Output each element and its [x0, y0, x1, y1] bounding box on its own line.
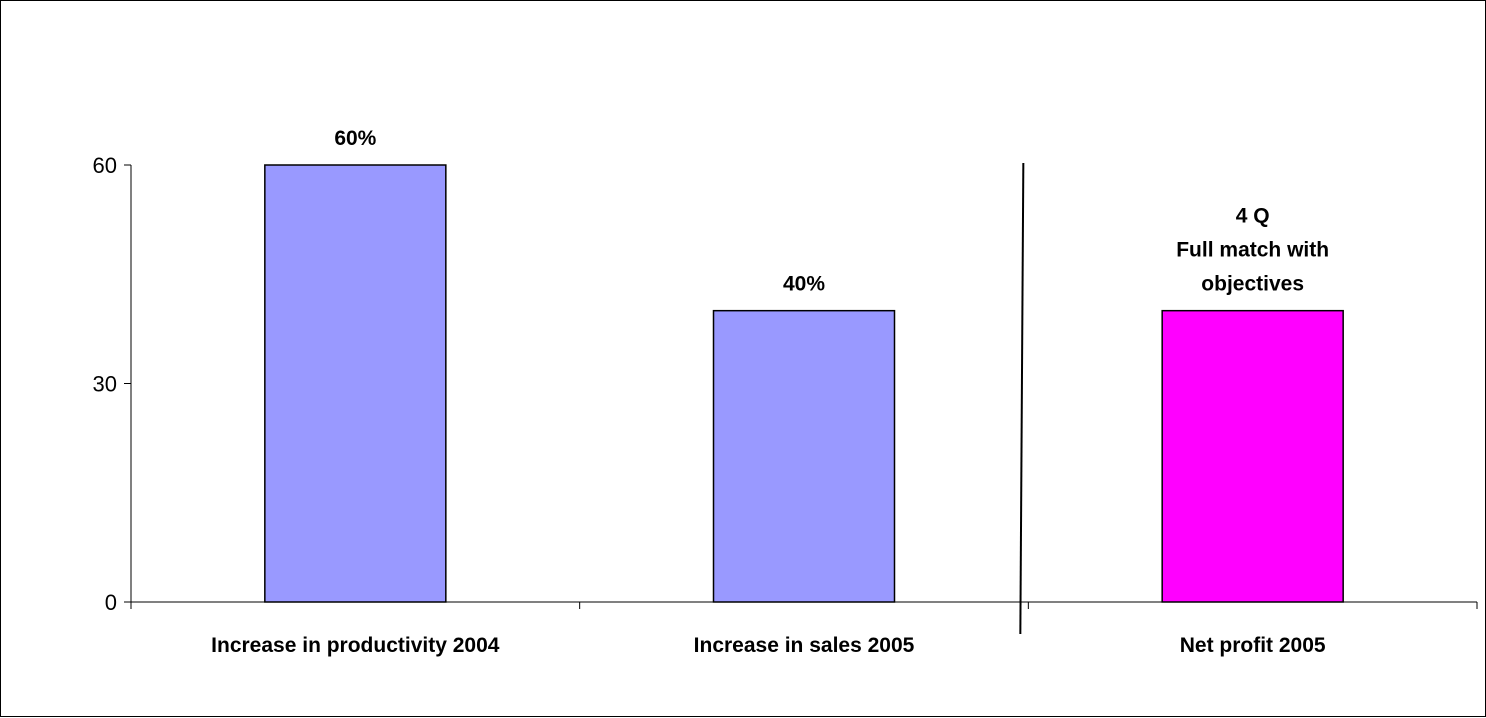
category-label: Net profit 2005 [1180, 634, 1326, 657]
y-tick-label: 30 [93, 372, 117, 397]
y-tick-label: 0 [105, 590, 117, 615]
category-label: Increase in sales 2005 [694, 634, 915, 657]
data-label: 60% [334, 127, 376, 150]
data-label: 40% [783, 273, 825, 296]
category-label: Increase in productivity 2004 [211, 634, 500, 657]
data-label: 4 Q Full match with objectives [1176, 205, 1329, 296]
bar [1161, 309, 1344, 603]
bar [712, 309, 896, 603]
y-tick-label: 60 [93, 153, 117, 178]
group-separator-line [1019, 162, 1025, 635]
bars [264, 164, 1344, 603]
labels: 60% Increase in productivity 2004 40% Incre… [211, 127, 1329, 657]
bar [264, 164, 447, 603]
